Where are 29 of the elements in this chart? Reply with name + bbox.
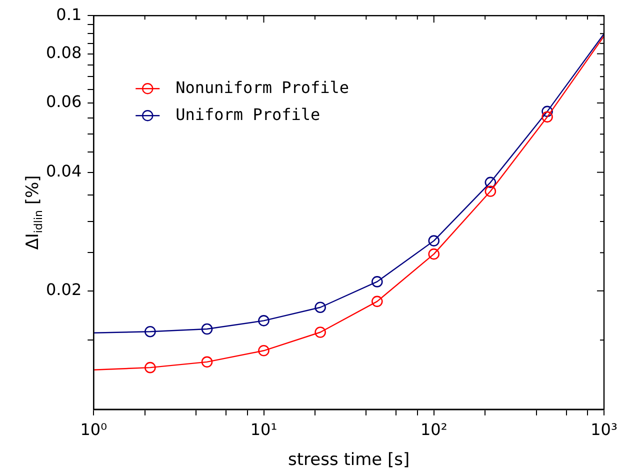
x-tick-label: 10²: [420, 420, 448, 440]
y-tick-label: 0.06: [46, 92, 82, 112]
y-tick-label: 0.02: [46, 280, 82, 300]
point: [428, 235, 440, 246]
point: [484, 176, 496, 188]
x-tick-label: 10³: [590, 420, 618, 440]
x-tick-label: 10⁰: [80, 420, 108, 440]
point: [258, 344, 270, 356]
point: [314, 326, 326, 338]
y-tick-label: 0.04: [46, 161, 82, 180]
point: [371, 276, 383, 288]
point: [428, 248, 440, 260]
point: [484, 186, 496, 197]
x-axis-title: stress time [s]: [288, 450, 410, 470]
x-tick-label: 10¹: [250, 420, 278, 440]
point: [201, 323, 213, 335]
point: [144, 362, 156, 374]
legend-label: Nonuniform Profile: [176, 78, 350, 97]
point: [258, 315, 270, 326]
point: [314, 302, 326, 314]
y-tick-label: 0.08: [46, 42, 82, 62]
y-axis-title: ΔIidlin [%]: [23, 175, 45, 250]
point: [144, 326, 156, 338]
legend-label: Uniform Profile: [176, 104, 320, 124]
y-tick-label: 0.1: [56, 4, 82, 24]
point: [371, 296, 383, 308]
point: [542, 106, 553, 118]
point: [542, 111, 553, 123]
point: [201, 356, 213, 368]
